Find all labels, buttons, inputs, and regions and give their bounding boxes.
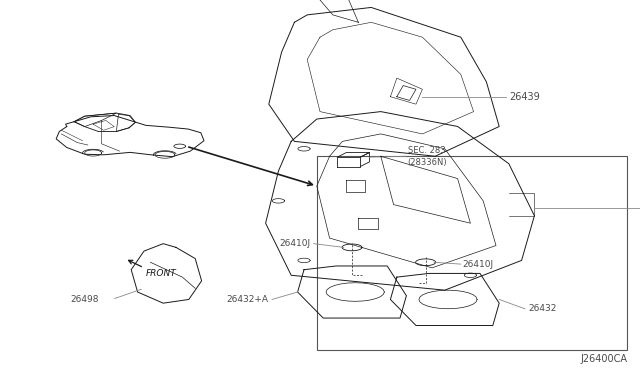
Bar (317, 156, 627, 350)
Text: (28336N): (28336N) (408, 158, 447, 167)
Text: 26432: 26432 (528, 304, 556, 313)
Text: 26410J: 26410J (279, 239, 310, 248)
Text: 26432+A: 26432+A (227, 295, 269, 304)
Text: SEC. 283: SEC. 283 (408, 146, 445, 155)
Text: 26439: 26439 (509, 92, 540, 102)
Text: 26498: 26498 (70, 295, 99, 304)
Text: J26400CA: J26400CA (580, 354, 627, 364)
Text: 26410J: 26410J (463, 260, 494, 269)
Text: FRONT: FRONT (146, 269, 177, 278)
